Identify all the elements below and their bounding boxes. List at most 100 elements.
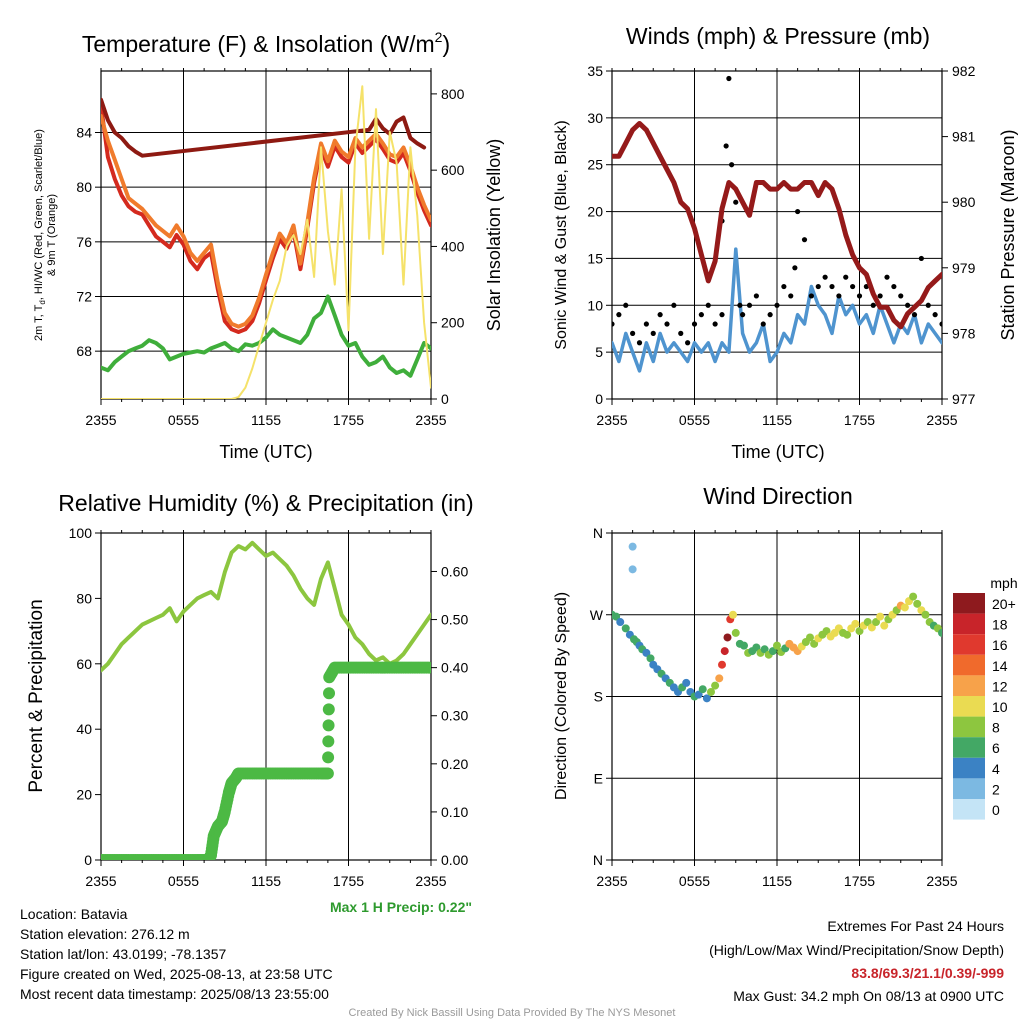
dir-point bbox=[855, 627, 864, 636]
dir-point bbox=[843, 630, 852, 639]
dir-legend-swatch bbox=[953, 737, 985, 758]
dir-point bbox=[867, 623, 876, 632]
rh-precip-point bbox=[322, 719, 335, 732]
rh-y2tick-label: 0.60 bbox=[441, 563, 468, 579]
wind-gust-point bbox=[612, 321, 615, 327]
wind-gust-point bbox=[630, 330, 636, 336]
dir-xtick-label: 1755 bbox=[844, 873, 875, 889]
dir-point bbox=[711, 681, 720, 690]
extremes-gust: Max Gust: 34.2 mph On 08/13 at 0900 UTC bbox=[733, 988, 1004, 1004]
wind-gust-point bbox=[911, 312, 918, 318]
temp-ylabel-2: & 9m T (Orange) bbox=[46, 194, 58, 276]
rh-panel: 2355 0555 1155 1755 2355 0 20 40 60 80 100 0.00 0.10… bbox=[26, 490, 474, 915]
dir-legend-label: 2 bbox=[992, 781, 1000, 797]
temp-title-main: Temperature (F) & Insolation (W/m bbox=[82, 31, 435, 57]
dir-legend-label: 10 bbox=[992, 699, 1008, 715]
dir-xtick-label: 2355 bbox=[596, 873, 627, 889]
rh-xtick-label: 1155 bbox=[251, 873, 281, 889]
wind-ytick-label: 30 bbox=[587, 110, 603, 126]
info-recent: Most recent data timestamp: 2025/08/13 2… bbox=[20, 986, 329, 1002]
dir-point bbox=[880, 621, 889, 630]
wind-xlabel: Time (UTC) bbox=[731, 442, 824, 462]
rh-precip-point bbox=[323, 687, 336, 700]
wind-title: Winds (mph) & Pressure (mb) bbox=[626, 23, 930, 49]
dir-legend-label: 20+ bbox=[992, 596, 1016, 612]
wind-gust-point bbox=[650, 330, 656, 336]
wind-gust-point bbox=[671, 302, 677, 308]
wind-gust-point bbox=[767, 312, 773, 318]
wind-y2tick-label: 980 bbox=[952, 194, 976, 210]
wind-ytick-label: 5 bbox=[595, 344, 603, 360]
temp-y2label: Solar Insolation (Yellow) bbox=[484, 139, 504, 331]
rh-y2tick-label: 0.30 bbox=[441, 708, 468, 724]
dir-point bbox=[628, 565, 637, 574]
dir-ytick-label: E bbox=[594, 770, 603, 786]
dir-point bbox=[731, 628, 740, 637]
wind-gust-point bbox=[698, 312, 704, 318]
temp-xtick-label: 2355 bbox=[85, 412, 116, 428]
dir-legend-swatch bbox=[953, 778, 985, 799]
temp-ytick-label: 72 bbox=[76, 289, 92, 305]
dir-ytick-label: N bbox=[593, 525, 603, 541]
rh-y2tick-label: 0.40 bbox=[441, 660, 468, 676]
temp-ytick-label: 76 bbox=[76, 234, 92, 250]
rh-xtick-label: 0555 bbox=[168, 873, 199, 889]
dir-point bbox=[642, 648, 651, 657]
dir-point bbox=[773, 641, 781, 650]
dir-xtick-label: 0555 bbox=[679, 873, 710, 889]
wind-gust-point bbox=[616, 312, 622, 318]
wind-gust-point bbox=[822, 274, 828, 280]
dir-legend-label: 12 bbox=[992, 678, 1008, 694]
dir-point bbox=[646, 654, 655, 663]
dir-point bbox=[876, 612, 885, 621]
plot-area bbox=[101, 85, 431, 399]
wind-ytick-label: 20 bbox=[587, 204, 603, 220]
wind-gust-point bbox=[774, 302, 780, 308]
dir-ytick-label: S bbox=[594, 689, 603, 705]
dir-legend-swatch bbox=[953, 716, 985, 738]
rh-plot-frame bbox=[100, 532, 432, 861]
wind-gust-point bbox=[792, 265, 798, 271]
rh-y2tick-label: 0.20 bbox=[441, 756, 468, 772]
wind-gust-point bbox=[623, 302, 629, 308]
wind-ytick-label: 0 bbox=[595, 391, 603, 407]
dir-point bbox=[720, 647, 729, 656]
dir-legend-label: 18 bbox=[992, 617, 1008, 633]
wind-y2tick-label: 979 bbox=[952, 260, 976, 276]
temp-xtick-label: 1155 bbox=[251, 412, 281, 428]
dir-legend-label: 14 bbox=[992, 658, 1008, 674]
info-created: Figure created on Wed, 2025-08-13, at 23… bbox=[20, 966, 333, 982]
wind-ytick-label: 35 bbox=[587, 63, 603, 79]
dir-ylabel: Direction (Colored By Speed) bbox=[553, 592, 570, 800]
wind-ytick-label: 25 bbox=[587, 157, 603, 173]
dir-point bbox=[694, 690, 703, 699]
rh-ytick-label: 20 bbox=[76, 787, 92, 803]
wind-gust-point bbox=[836, 293, 842, 299]
temp-xtick-label: 1755 bbox=[333, 412, 364, 428]
info-elevation: Station elevation: 276.12 m bbox=[20, 926, 190, 942]
extremes-legend: (High/Low/Max Wind/Precipitation/Snow De… bbox=[709, 942, 1004, 958]
rh-ytick-label: 80 bbox=[76, 590, 92, 606]
temp-title-end: ) bbox=[442, 31, 450, 57]
wind-y2tick-label: 978 bbox=[952, 325, 976, 341]
dir-point bbox=[752, 643, 761, 652]
dir-point bbox=[628, 542, 637, 551]
wind-gust-point bbox=[678, 330, 684, 336]
wind-gust-point bbox=[737, 302, 743, 308]
dir-point bbox=[921, 610, 930, 619]
wind-gust-point bbox=[788, 293, 794, 299]
dir-point bbox=[729, 610, 737, 619]
temp-xtick-label: 0555 bbox=[168, 412, 199, 428]
wind-gust-point bbox=[815, 283, 821, 290]
wind-ytick-label: 15 bbox=[587, 250, 603, 266]
wind-gust-point bbox=[726, 75, 732, 82]
wind-ytick-label: 10 bbox=[587, 297, 603, 313]
wind-gust-point bbox=[801, 237, 808, 243]
wind-y2tick-label: 981 bbox=[952, 129, 976, 145]
credit-line: Created By Nick Bassill Using Data Provi… bbox=[348, 1007, 676, 1019]
wind-gust-point bbox=[712, 321, 718, 327]
dir-title: Wind Direction bbox=[703, 483, 853, 509]
rh-ytick-label: 40 bbox=[76, 721, 92, 737]
wind-y2tick-label: 977 bbox=[952, 391, 976, 407]
rh-precip-point bbox=[322, 735, 335, 748]
